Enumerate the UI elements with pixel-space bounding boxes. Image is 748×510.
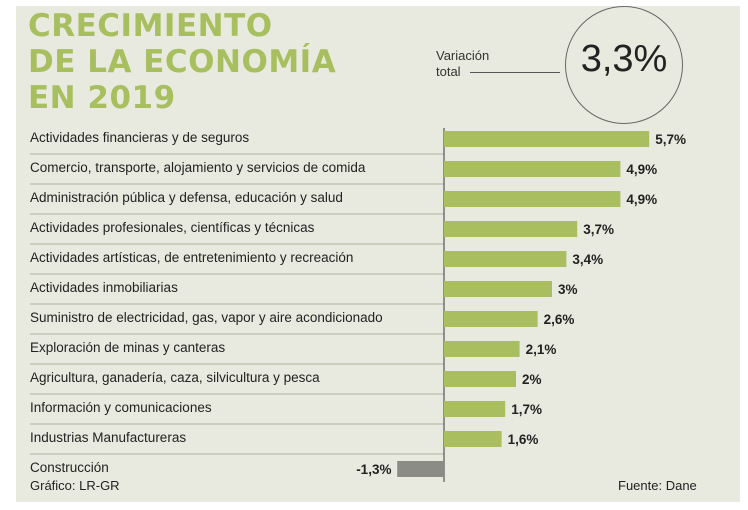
chart-title-line-3: EN 2019 xyxy=(28,80,176,116)
category-label: Suministro de electricidad, gas, vapor y… xyxy=(30,310,383,325)
value-label: 1,7% xyxy=(511,402,542,417)
graphic-credit: Gráfico: LR-GR xyxy=(30,478,120,493)
value-label: 3,7% xyxy=(583,222,614,237)
value-label: 2% xyxy=(522,372,542,387)
total-variation-label: Variación total xyxy=(436,48,489,80)
value-label: 2,6% xyxy=(543,312,575,327)
value-label: 4,9% xyxy=(626,162,658,177)
category-label: Información y comunicaciones xyxy=(30,400,212,415)
bar xyxy=(444,251,567,267)
bar xyxy=(444,131,650,147)
category-label: Administración pública y defensa, educac… xyxy=(30,190,343,205)
value-label: 4,9% xyxy=(626,192,658,207)
value-label: 1,6% xyxy=(507,432,539,447)
category-label: Industrias Manufactureras xyxy=(30,430,187,445)
value-label: 3% xyxy=(558,282,578,297)
row-separators xyxy=(30,153,444,455)
bar xyxy=(444,161,621,177)
total-label-line-2: total xyxy=(436,64,461,79)
value-label: 3,4% xyxy=(572,252,604,267)
total-variation-value: 3,3% xyxy=(580,38,668,80)
total-label-line-1: Variación xyxy=(436,48,490,63)
bar xyxy=(444,341,520,357)
category-label: Actividades inmobiliarias xyxy=(30,280,178,295)
bar xyxy=(444,401,506,417)
bar xyxy=(444,431,502,447)
category-label: Exploración de minas y canteras xyxy=(30,340,226,355)
bar xyxy=(444,371,516,387)
bar xyxy=(444,221,578,237)
total-connector-line xyxy=(470,72,560,73)
category-label: Agricultura, ganadería, caza, silvicultu… xyxy=(30,370,320,385)
chart-title-line-2: DE LA ECONOMÍA xyxy=(28,44,337,80)
bar xyxy=(444,281,552,297)
data-source: Fuente: Dane xyxy=(618,478,697,493)
bar xyxy=(444,311,538,327)
bar xyxy=(397,461,444,477)
bars xyxy=(397,131,650,477)
chart-title-line-1: CRECIMIENTO xyxy=(28,8,273,44)
category-label: Construcción xyxy=(30,460,109,475)
category-label: Comercio, transporte, alojamiento y serv… xyxy=(30,160,366,175)
category-label: Actividades financieras y de seguros xyxy=(30,130,250,145)
value-label: 2,1% xyxy=(525,342,557,357)
value-label: 5,7% xyxy=(655,132,686,147)
bar xyxy=(444,191,621,207)
category-label: Actividades artísticas, de entretenimien… xyxy=(30,250,354,265)
value-label: -1,3% xyxy=(356,462,392,477)
category-label: Actividades profesionales, científicas y… xyxy=(30,220,315,235)
total-circle xyxy=(565,6,683,124)
